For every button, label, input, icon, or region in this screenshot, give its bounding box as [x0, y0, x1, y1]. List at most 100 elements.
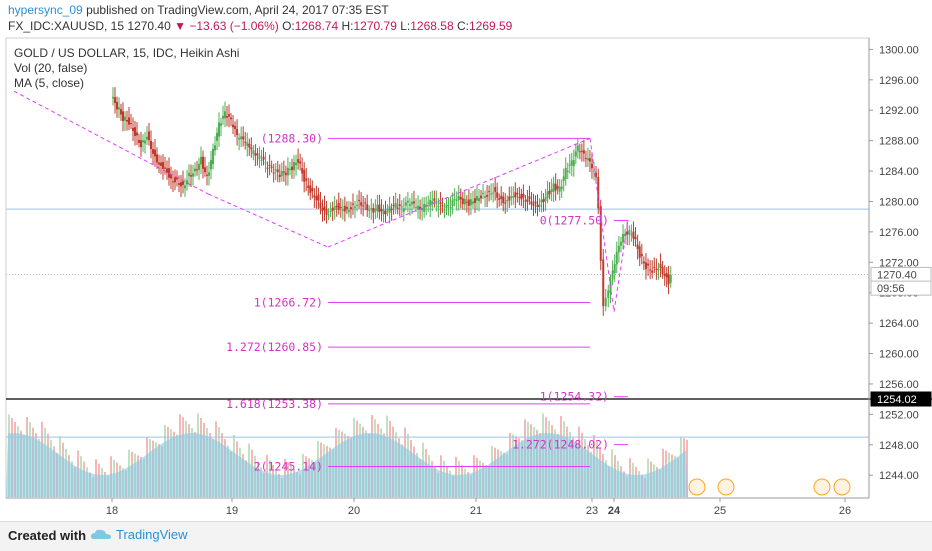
tradingview-cloud-icon [91, 529, 111, 539]
candle-body [311, 188, 314, 192]
candle-body [278, 174, 281, 178]
candle-body [617, 245, 620, 253]
candle-body [150, 140, 152, 150]
candle-body [576, 145, 579, 152]
candle-body [254, 153, 257, 156]
candle-body [333, 206, 336, 210]
candle-body [297, 159, 300, 163]
change: ▼ −13.63 (−1.06%) [174, 19, 279, 33]
candle-body [180, 182, 182, 187]
candle-body [642, 261, 645, 264]
candle-body [443, 210, 446, 212]
candle-body [303, 169, 306, 182]
us-flag-icon[interactable] [813, 478, 831, 496]
candle-body [220, 123, 222, 126]
candle-body [295, 162, 298, 166]
fib-level-label: 0(1277.50) [540, 213, 609, 227]
candle-body [192, 173, 194, 177]
candle-body [366, 204, 369, 211]
candle-body [224, 111, 226, 119]
candle-body [260, 160, 263, 162]
us-flag-icon[interactable] [833, 478, 851, 496]
candle-body [597, 177, 600, 209]
candle-body [560, 186, 563, 190]
flag-icon-group-1[interactable] [688, 478, 735, 496]
fib-level-label: 1.618(1253.38) [226, 397, 323, 411]
candles-layer [112, 87, 672, 316]
candle-body [392, 205, 395, 207]
candle-body [351, 203, 354, 205]
candle-body [176, 177, 178, 180]
tradingview-logo[interactable]: TradingView [90, 527, 188, 542]
candle-body [370, 208, 373, 210]
candle-body [124, 116, 126, 121]
candle-body [471, 201, 474, 204]
candle-body [636, 244, 639, 249]
candle-body [619, 241, 622, 246]
time-tick-label: 24 [608, 505, 621, 517]
candle-body [290, 166, 293, 171]
fib-level-label: (1288.30) [261, 131, 323, 145]
fib-layer: (1288.30) 1(1266.72) 1.272(1260.85) 1.618(1… [13, 90, 629, 474]
candle-body [266, 167, 269, 169]
us-flag-icon[interactable] [717, 478, 735, 496]
price-chart[interactable]: (1288.30) 1(1266.72) 1.272(1260.85) 1.618(1… [0, 0, 932, 521]
candle-body [419, 206, 422, 210]
high-value: 1270.79 [353, 19, 397, 33]
candle-body [421, 207, 424, 211]
candle-body [568, 164, 571, 166]
candle-body [628, 230, 631, 235]
price-tick-label: 1296.00 [879, 75, 919, 87]
candle-body [358, 199, 361, 201]
candle-body [630, 234, 633, 236]
candle-body [406, 200, 409, 203]
candle-body [380, 209, 383, 211]
candle-body [615, 251, 618, 265]
candle-body [140, 140, 142, 148]
candle-body [663, 273, 666, 276]
candle-body [202, 156, 204, 169]
us-flag-icon[interactable] [688, 478, 706, 496]
candle-body [504, 202, 507, 204]
flag-icon-group-2[interactable] [813, 478, 851, 496]
candle-body [512, 196, 515, 198]
candle-body [607, 290, 610, 298]
candle-body [184, 185, 186, 189]
footer-bar: Created with TradingView [0, 521, 932, 551]
candle-body [441, 205, 444, 207]
candle-body [264, 162, 267, 164]
price-tick-label: 1260.00 [879, 349, 919, 361]
candle-body [388, 206, 391, 213]
candle-body [490, 193, 493, 195]
candle-body [651, 270, 654, 273]
candle-body [404, 202, 407, 206]
candle-body [130, 123, 132, 125]
candle-body [638, 246, 641, 258]
candle-body [162, 161, 164, 170]
candle-body [526, 199, 529, 202]
candle-body [325, 209, 328, 215]
candle-body [435, 201, 438, 204]
candle-body [423, 204, 426, 212]
candle-body [514, 192, 517, 198]
candle-body [327, 214, 330, 216]
candle-body [208, 172, 210, 176]
candle-body [532, 204, 535, 206]
time-axis[interactable]: 18 19 20 21 23 24 25 26 [6, 497, 869, 517]
candle-body [592, 170, 595, 172]
candle-body [362, 205, 365, 207]
candle-body [196, 169, 198, 171]
candle-body [356, 204, 359, 206]
candle-body [178, 183, 180, 185]
candle-body [378, 204, 381, 213]
candle-body [214, 145, 216, 151]
price-tick-label: 1300.00 [879, 44, 919, 56]
candle-body [321, 207, 324, 212]
candle-body [451, 199, 454, 207]
candle-body [234, 125, 237, 130]
price-axis[interactable]: 1300.00 1296.00 1292.00 1288.00 1284.00 1280.… [868, 38, 932, 498]
username-link[interactable]: hypersync_09 [8, 3, 83, 17]
time-tick-label: 23 [586, 505, 598, 517]
candle-body [433, 198, 436, 201]
price-tick-label: 1256.00 [879, 379, 919, 391]
